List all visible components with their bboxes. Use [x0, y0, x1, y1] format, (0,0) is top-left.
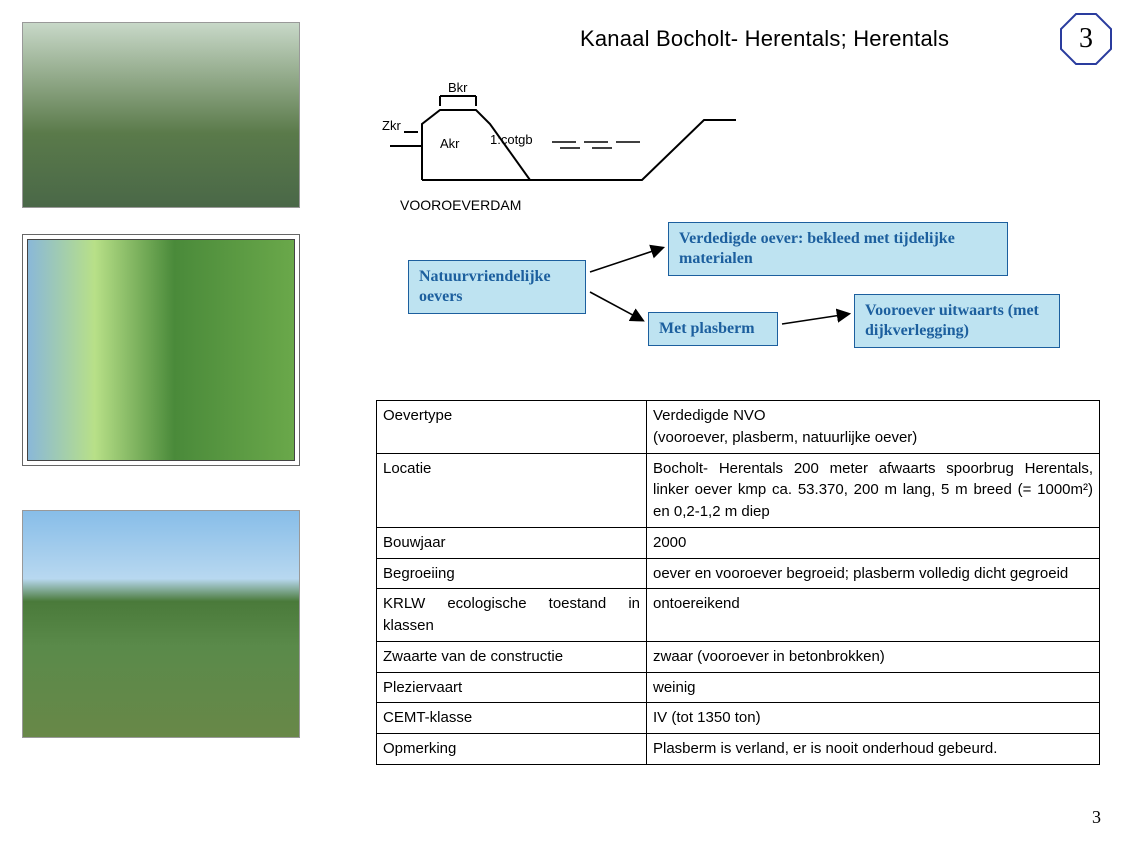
label-caption: VOOROEVERDAM: [400, 197, 521, 213]
table-key: Begroeiing: [377, 558, 647, 589]
table-key: Pleziervaart: [377, 672, 647, 703]
table-value: Bocholt- Herentals 200 meter afwaarts sp…: [647, 453, 1100, 527]
table-key: Oevertype: [377, 401, 647, 454]
octagon-number: 3: [1059, 12, 1113, 66]
table-value: oever en vooroever begroeid; plasberm vo…: [647, 558, 1100, 589]
illustration-inner: [27, 239, 295, 461]
table-value: ontoereikend: [647, 589, 1100, 642]
label-akr: Akr: [440, 136, 460, 151]
label-slope: 1:cotgb: [490, 132, 533, 147]
label-bkr: Bkr: [448, 82, 468, 95]
flow-box-mid: Met plasberm: [648, 312, 778, 346]
table-row: Pleziervaartweinig: [377, 672, 1100, 703]
table-row: CEMT-klasseIV (tot 1350 ton): [377, 703, 1100, 734]
table-value: Plasberm is verland, er is nooit onderho…: [647, 734, 1100, 765]
cross-section-diagram: Zkr Bkr Akr 1:cotgb VOOROEVERDAM: [380, 82, 740, 232]
slide-number-octagon: 3: [1059, 12, 1113, 66]
photo-canal-path: [22, 510, 300, 738]
page-number: 3: [1092, 807, 1101, 828]
table-key: Opmerking: [377, 734, 647, 765]
table-key: Bouwjaar: [377, 527, 647, 558]
table-key: Zwaarte van de constructie: [377, 641, 647, 672]
table-value: IV (tot 1350 ton): [647, 703, 1100, 734]
table-row: Begroeiingoever en vooroever begroeid; p…: [377, 558, 1100, 589]
photo-canal-reeds: [22, 22, 300, 208]
table-row: LocatieBocholt- Herentals 200 meter afwa…: [377, 453, 1100, 527]
table-key: KRLW ecologische toestand in klassen: [377, 589, 647, 642]
label-zkr: Zkr: [382, 118, 401, 133]
table-row: OpmerkingPlasberm is verland, er is nooi…: [377, 734, 1100, 765]
illustration-bank-section: [22, 234, 300, 466]
flow-box-root: Natuurvriendelijke oevers: [408, 260, 586, 314]
table-row: Bouwjaar2000: [377, 527, 1100, 558]
table-key: CEMT-klasse: [377, 703, 647, 734]
table-row: KRLW ecologische toestand in klassenonto…: [377, 589, 1100, 642]
flow-box-top: Verdedigde oever: bekleed met tijdelijke…: [668, 222, 1008, 276]
table-key: Locatie: [377, 453, 647, 527]
flow-box-right: Vooroever uitwaarts (met dijkverlegging): [854, 294, 1060, 348]
page-title: Kanaal Bocholt- Herentals; Herentals: [580, 26, 949, 52]
table-value: zwaar (vooroever in betonbrokken): [647, 641, 1100, 672]
table-row: OevertypeVerdedigde NVO(vooroever, plasb…: [377, 401, 1100, 454]
table-value: weinig: [647, 672, 1100, 703]
table-row: Zwaarte van de constructiezwaar (vooroev…: [377, 641, 1100, 672]
info-table: OevertypeVerdedigde NVO(vooroever, plasb…: [376, 400, 1100, 765]
table-value: 2000: [647, 527, 1100, 558]
table-value: Verdedigde NVO(vooroever, plasberm, natu…: [647, 401, 1100, 454]
